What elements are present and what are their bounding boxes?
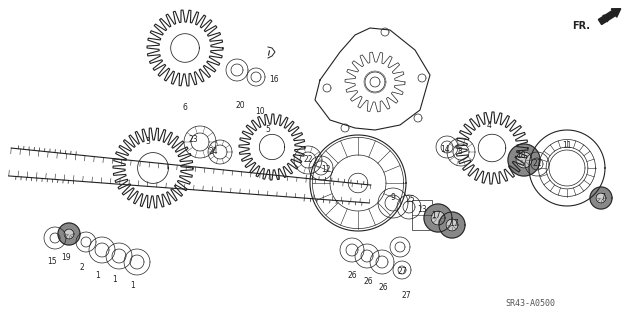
Polygon shape	[446, 219, 458, 231]
Text: FR.: FR.	[572, 21, 590, 31]
Text: 15: 15	[47, 257, 57, 266]
Text: 4: 4	[486, 122, 492, 130]
Text: 27: 27	[397, 268, 407, 277]
Text: 19: 19	[61, 254, 71, 263]
Text: 21: 21	[532, 160, 541, 168]
Bar	[412, 200, 432, 230]
Text: 22: 22	[303, 155, 313, 165]
Polygon shape	[58, 223, 80, 245]
Text: 23: 23	[188, 136, 198, 145]
Text: 7: 7	[600, 192, 605, 202]
Polygon shape	[596, 193, 606, 203]
Text: 17: 17	[449, 219, 459, 228]
Text: 1: 1	[131, 280, 136, 290]
Text: 20: 20	[235, 101, 245, 110]
Text: 12: 12	[321, 166, 331, 174]
Text: 25: 25	[405, 195, 415, 204]
Polygon shape	[439, 212, 465, 238]
Text: 26: 26	[378, 284, 388, 293]
Text: 26: 26	[347, 271, 357, 280]
Text: 18: 18	[516, 152, 525, 160]
Text: 1: 1	[95, 271, 100, 279]
FancyArrow shape	[598, 9, 621, 25]
Text: 14: 14	[440, 145, 450, 153]
Text: 9: 9	[390, 192, 396, 202]
Text: 24: 24	[208, 147, 218, 157]
Text: 26: 26	[363, 278, 373, 286]
Text: 27: 27	[401, 291, 411, 300]
Text: 3: 3	[145, 137, 150, 146]
Text: 6: 6	[182, 102, 188, 112]
Polygon shape	[431, 211, 445, 225]
Text: 1: 1	[113, 276, 117, 285]
Polygon shape	[64, 229, 74, 239]
Polygon shape	[590, 187, 612, 209]
Text: 8: 8	[458, 147, 462, 157]
Text: 17: 17	[431, 211, 441, 220]
Polygon shape	[508, 144, 540, 176]
Text: 13: 13	[417, 205, 427, 214]
Polygon shape	[516, 152, 532, 168]
Text: 2: 2	[79, 263, 84, 272]
Polygon shape	[424, 204, 452, 232]
Text: 11: 11	[563, 142, 572, 151]
Text: SR43-A0500: SR43-A0500	[505, 300, 555, 308]
Text: 5: 5	[266, 125, 271, 135]
Text: 10: 10	[255, 108, 265, 116]
Text: 16: 16	[269, 75, 279, 84]
